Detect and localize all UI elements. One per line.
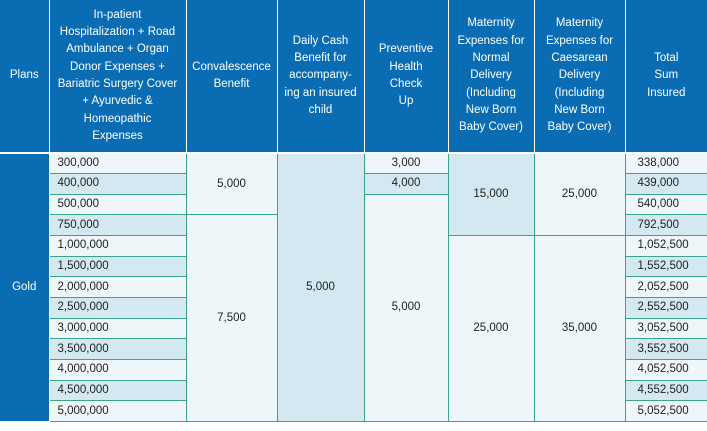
header-line: Homeopathic bbox=[83, 112, 152, 125]
header-line: Normal bbox=[472, 52, 510, 65]
header-maternity-caesarean-delivery: Maternity Expenses for Caesarean Delivery (I… bbox=[534, 0, 626, 154]
table-row: 3,000,000 3,052,500 bbox=[0, 317, 707, 340]
header-line: (Including bbox=[466, 86, 516, 99]
total-sum-cell: 3,052,500 bbox=[624, 317, 707, 340]
header-daily-cash-benefit: Daily Cash Benefit for accompany-ing an in… bbox=[277, 0, 365, 154]
header-preventive-health-checkup: Preventive Health Check Up bbox=[364, 0, 449, 154]
header-line: Caesarean bbox=[551, 52, 608, 65]
header-line: + Ayurvedic & bbox=[82, 95, 153, 108]
table-row: 4,000,000 4,052,500 bbox=[0, 358, 707, 381]
header-line: Expenses for bbox=[457, 34, 525, 47]
header-line: Ambulance + Organ bbox=[66, 43, 169, 56]
caesarean-delivery-cell: 25,000 bbox=[533, 152, 626, 237]
total-sum-cell: 792,500 bbox=[624, 214, 707, 237]
table-row: 500,000 5,000 540,000 bbox=[0, 193, 707, 422]
header-total-sum-insured: Total Sum Insured bbox=[625, 0, 707, 154]
header-line: In-patient bbox=[93, 8, 142, 21]
normal-delivery-cell: 15,000 bbox=[447, 152, 535, 237]
header-maternity-normal-delivery: Maternity Expenses for Normal Delivery (Incl… bbox=[448, 0, 535, 154]
header-line: Hospitalization + Road bbox=[59, 26, 176, 39]
table-row: 400,000 4,000 439,000 bbox=[0, 173, 707, 195]
header-convalescence-benefit: Convalescence Benefit bbox=[186, 0, 278, 154]
normal-delivery-cell: 25,000 bbox=[447, 235, 535, 422]
header-line: Baby Cover) bbox=[547, 121, 612, 134]
table-row: 750,000 7,500 792,500 bbox=[0, 214, 707, 422]
header-line: Health bbox=[389, 60, 423, 73]
caesarean-delivery-cell: 35,000 bbox=[533, 235, 626, 422]
header-line: Delivery bbox=[558, 69, 601, 82]
header-line: accompany- bbox=[289, 69, 352, 82]
table-row: 3,500,000 3,552,500 bbox=[0, 338, 707, 360]
table-row: 1,500,000 1,552,500 bbox=[0, 255, 707, 278]
total-sum-cell: 2,052,500 bbox=[624, 276, 707, 298]
header-line: Benefit for bbox=[294, 52, 347, 65]
header-plans: Plans bbox=[0, 0, 50, 154]
base-sum-cell: 750,000 bbox=[48, 214, 187, 237]
header-line: (Including bbox=[554, 86, 605, 99]
total-sum-cell: 540,000 bbox=[624, 193, 707, 216]
total-sum-cell: 4,052,500 bbox=[624, 358, 707, 381]
header-row: Plans In-patient Hospitalization + Road Am… bbox=[0, 0, 707, 154]
convalescence-cell: 7,500 bbox=[185, 214, 278, 422]
header-line: Daily Cash bbox=[292, 34, 349, 47]
header-line: Delivery bbox=[470, 69, 512, 82]
header-line: New Born bbox=[554, 103, 605, 116]
total-sum-cell: 439,000 bbox=[624, 173, 707, 195]
base-sum-cell: 2,000,000 bbox=[48, 276, 187, 298]
total-sum-cell: 1,052,500 bbox=[624, 235, 707, 257]
base-sum-cell: 1,000,000 bbox=[48, 235, 187, 257]
plan-name-cell: Gold bbox=[0, 153, 50, 422]
table-row: 1,000,000 25,000 35,000 1,052,500 bbox=[0, 235, 707, 422]
header-line: Preventive bbox=[378, 43, 434, 56]
checkup-cell: 4,000 bbox=[363, 173, 449, 195]
table-row: 5,000,000 5,052,500 bbox=[0, 400, 707, 422]
header-line: Baby Cover) bbox=[459, 121, 523, 134]
total-sum-cell: 4,552,500 bbox=[624, 379, 707, 402]
base-sum-cell: 3,000,000 bbox=[48, 317, 187, 340]
convalescence-cell: 5,000 bbox=[185, 152, 278, 216]
header-line: Convalescence bbox=[192, 60, 271, 73]
base-sum-cell: 3,500,000 bbox=[48, 338, 187, 360]
header-line: Bariatric Surgery Cover bbox=[57, 78, 178, 90]
header-line: New Born bbox=[465, 103, 517, 116]
daily-cash-cell: 5,000 bbox=[276, 152, 365, 422]
base-sum-cell: 4,000,000 bbox=[48, 358, 187, 381]
base-sum-cell: 1,500,000 bbox=[48, 255, 187, 278]
total-sum-cell: 1,552,500 bbox=[624, 255, 707, 278]
base-sum-cell: 2,500,000 bbox=[48, 296, 187, 319]
total-sum-cell: 338,000 bbox=[624, 152, 707, 175]
header-line: Total bbox=[654, 52, 679, 65]
header-line: Expenses bbox=[92, 129, 143, 142]
header-line: Insured bbox=[647, 86, 686, 99]
header-line: Donor Expenses + bbox=[70, 60, 165, 73]
base-sum-cell: 5,000,000 bbox=[48, 400, 187, 422]
base-sum-cell: 500,000 bbox=[48, 193, 187, 216]
checkup-cell: 5,000 bbox=[363, 193, 449, 422]
checkup-cell: 3,000 bbox=[363, 152, 449, 175]
header-base-sum-insured: In-patient Hospitalization + Road Ambulanc… bbox=[49, 0, 187, 154]
plan-benefits-table: Plans In-patient Hospitalization + Road Am… bbox=[0, 0, 707, 422]
header-line: Maternity bbox=[555, 17, 604, 30]
header-line: child bbox=[308, 103, 333, 116]
base-sum-cell: 300,000 bbox=[48, 152, 187, 175]
header-line: Check bbox=[389, 78, 423, 90]
header-line: Up bbox=[398, 95, 414, 108]
total-sum-cell: 5,052,500 bbox=[624, 400, 707, 422]
table-row: 2,000,000 2,052,500 bbox=[0, 276, 707, 298]
header-line: Benefit bbox=[213, 78, 250, 90]
table-row: Gold 300,000 5,000 5,000 3,000 15,000 25… bbox=[0, 152, 707, 422]
base-sum-cell: 400,000 bbox=[48, 173, 187, 195]
total-sum-cell: 3,552,500 bbox=[624, 338, 707, 360]
header-line: Expenses for bbox=[545, 34, 614, 47]
total-sum-cell: 2,552,500 bbox=[624, 296, 707, 319]
header-line: ing an insured bbox=[284, 86, 357, 99]
header-line: Maternity bbox=[467, 17, 515, 30]
table-row: 2,500,000 2,552,500 bbox=[0, 296, 707, 319]
base-sum-cell: 4,500,000 bbox=[48, 379, 187, 402]
header-line: Sum bbox=[654, 69, 679, 82]
